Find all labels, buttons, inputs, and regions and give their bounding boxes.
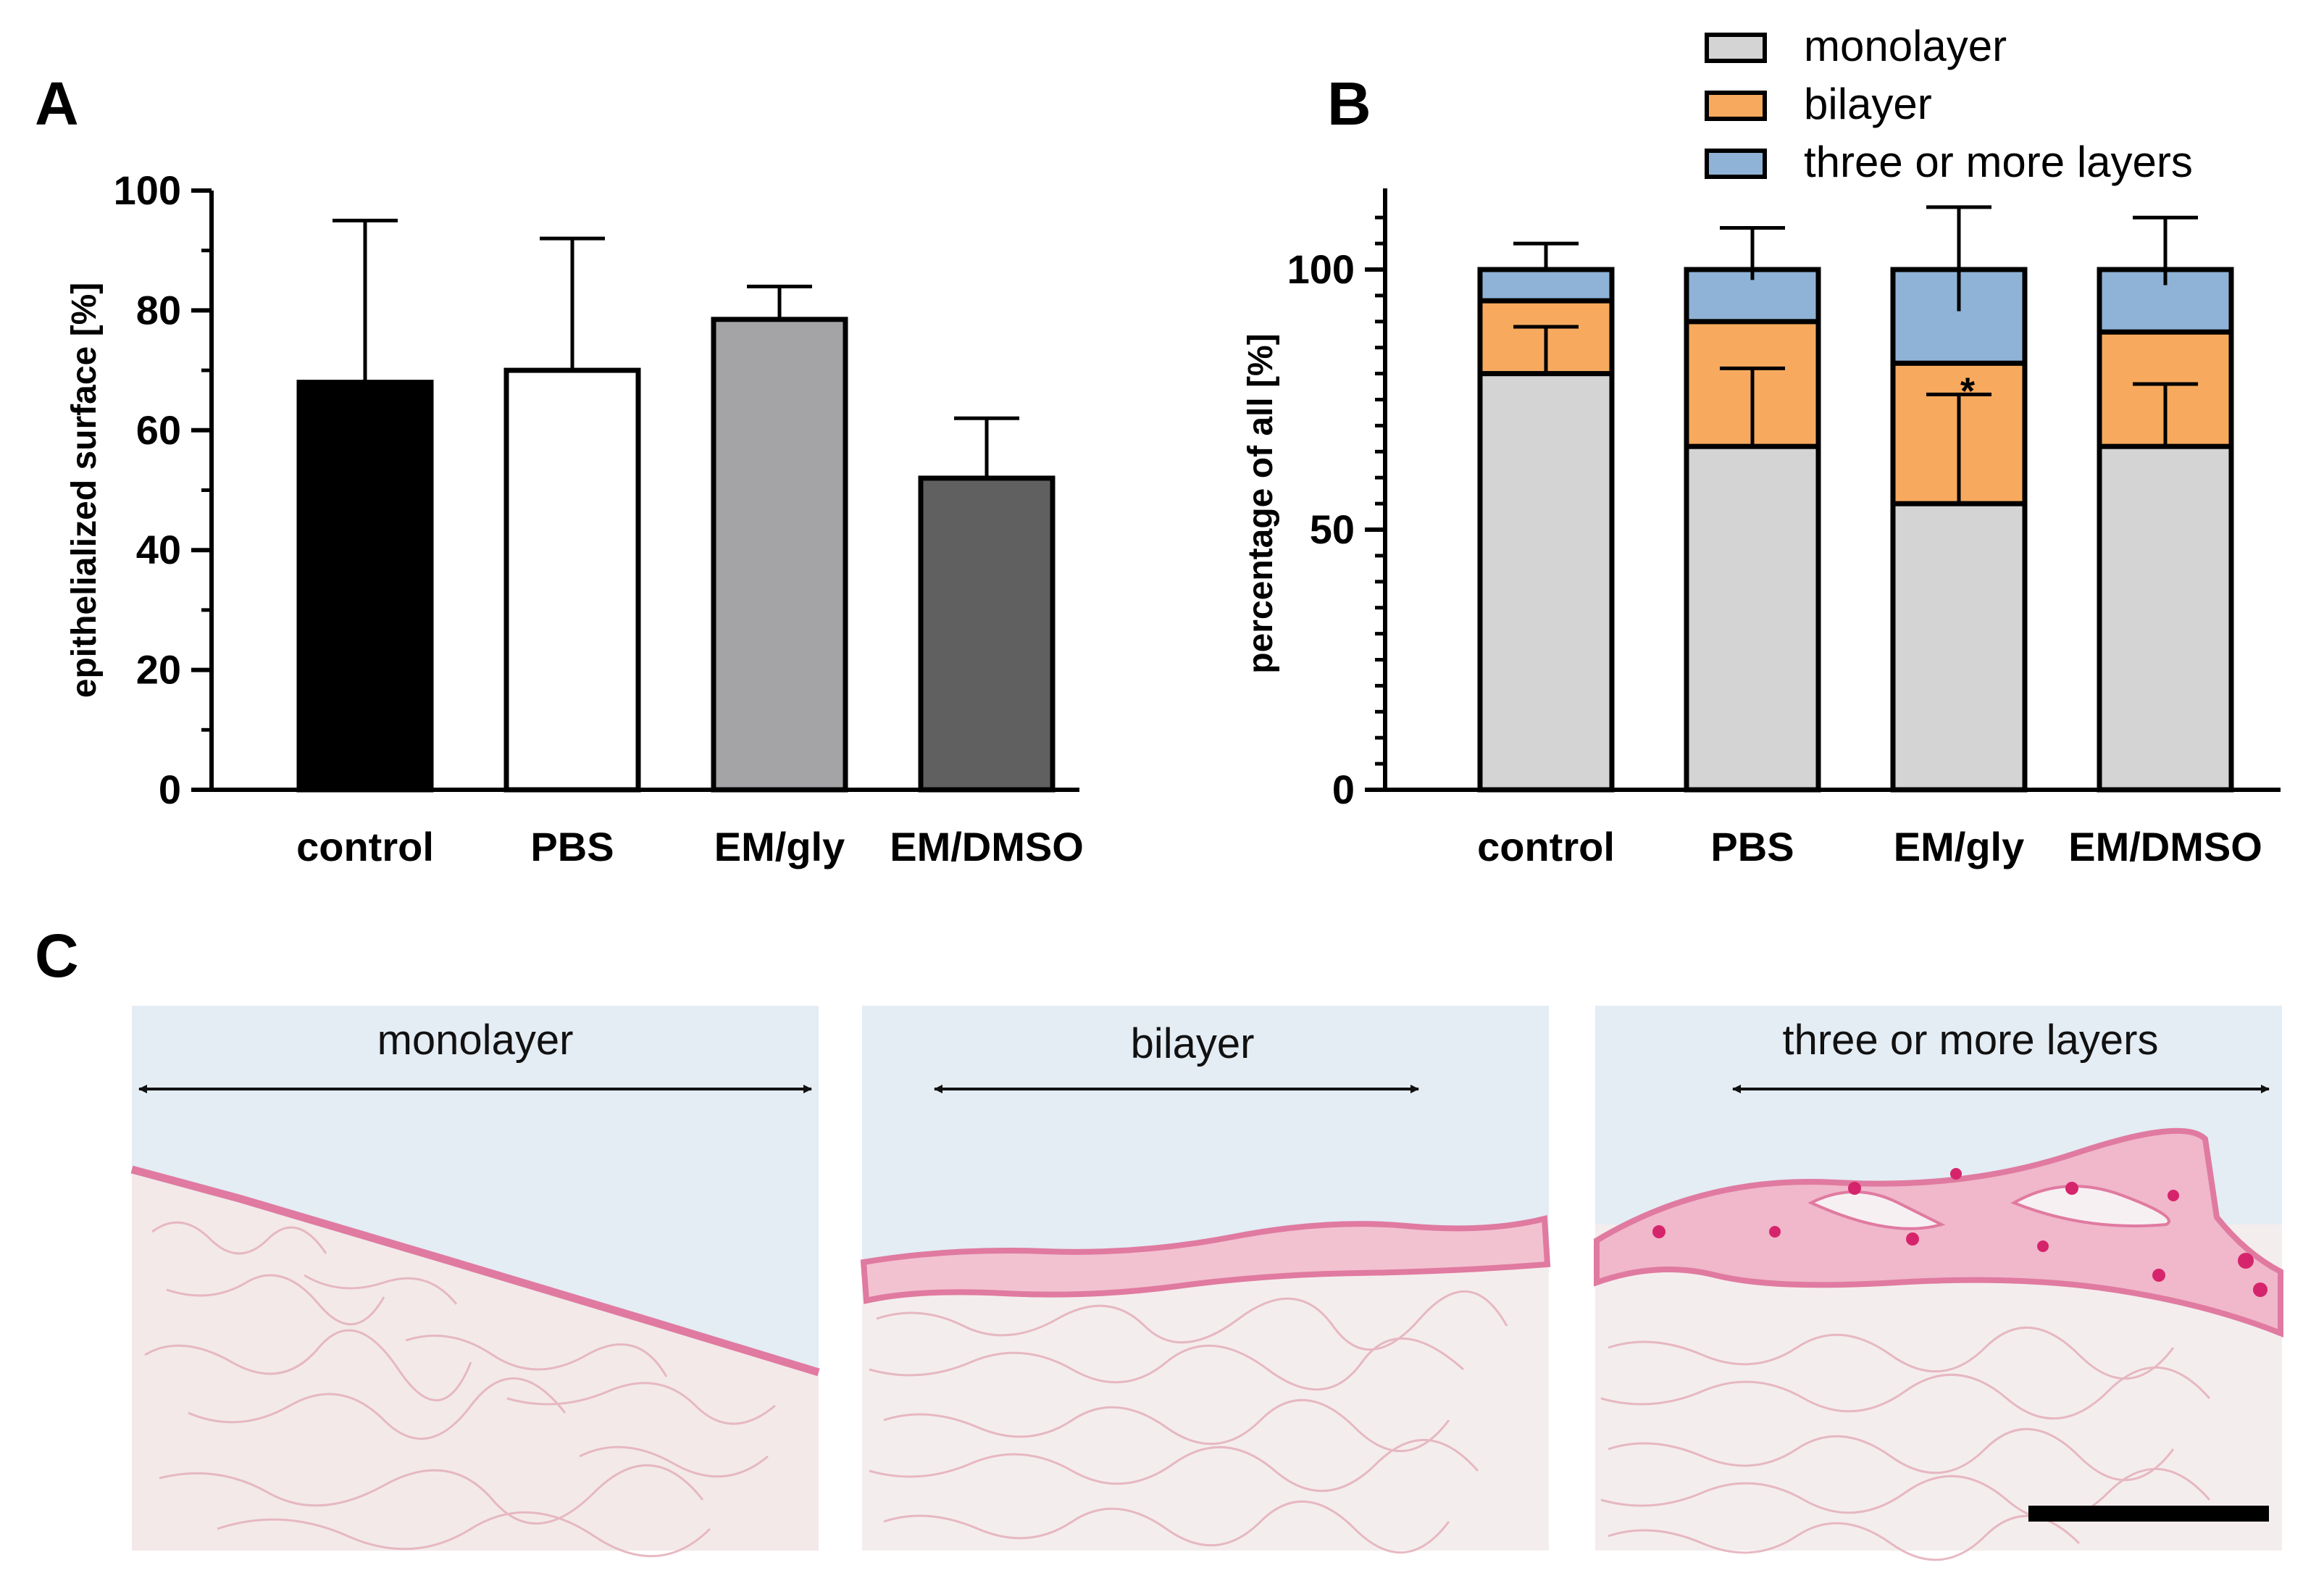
chart-b-legend: monolayer bilayer three or more layers [1705,22,2193,186]
micrograph-label: three or more layers [1783,1017,2159,1064]
cell-nuclei [1652,1168,2267,1297]
legend-label-bilayer: bilayer [1804,80,1932,128]
legend-swatch-bilayer [1705,91,1767,121]
y-tick-label: 60 [136,407,181,453]
y-tick-label: 80 [136,287,181,333]
chart-a: 0 20 40 60 80 100 control PBS EM/gly EM/DMSO epi… [65,167,1084,869]
cell-vacuole [2010,1185,2170,1227]
micrograph-background [862,1006,1549,1264]
bar-control [296,380,434,793]
x-tick-label: EM/gly [1894,824,2024,869]
chart-a-y-axis-title: epithelialized surface [%] [65,283,104,698]
x-tick-label: PBS [530,824,614,869]
significance-asterisk: * [1960,371,1976,413]
legend-swatch-monolayer [1705,33,1767,63]
x-tick-label: EM/DMSO [2068,824,2262,869]
legend-label-monolayer: monolayer [1804,22,2007,70]
epithelium-multilayer [1594,1127,2283,1338]
epithelium-monolayer [130,1165,820,1377]
micrograph-label: monolayer [377,1017,574,1064]
stroma-fibers [144,1221,776,1558]
bar-segment-three-or-more-layers [1477,267,1615,304]
x-tick-label: EM/gly [714,824,845,869]
tissue-stroma [132,1174,819,1551]
bar-em-dmso [918,475,1056,793]
panel-label-b: B [1327,70,1371,138]
x-tick-label: EM/DMSO [890,824,1084,869]
chart-b: 0 50 100 control PBS EM/gly EM/DMSO percentag… [1242,188,2281,869]
chart-b-y-axis-title: percentage of all [%] [1242,333,1280,673]
bar-segment-monolayer [1684,443,1821,793]
micrograph-monolayer: monolayer [130,1006,820,1558]
y-tick-label: 50 [1310,506,1355,552]
micrograph-three-or-more: three or more layers [1594,1006,2283,1561]
bar-em-gly [711,317,848,793]
y-tick-label: 100 [1287,246,1355,292]
legend-label-three-or-more: three or more layers [1804,138,2193,186]
panel-label-a: A [35,70,79,138]
bar-segment-monolayer [1890,501,2028,793]
bar-segment-monolayer [2097,443,2234,793]
y-tick-label: 20 [136,647,181,693]
bar-pbs [503,367,641,793]
panel-label-c: C [35,922,79,990]
legend-swatch-three-or-more [1705,149,1767,179]
micrograph-bilayer: bilayer [860,1006,1551,1553]
bar-segment-monolayer [1477,371,1615,793]
y-tick-label: 100 [114,167,181,213]
epithelium-bilayer [860,1214,1551,1304]
x-tick-label: PBS [1710,824,1794,869]
micrograph-label: bilayer [1131,1020,1255,1067]
stroma-fibers [1600,1326,2211,1561]
scale-bar [2028,1506,2269,1522]
micrograph-background [132,1006,819,1375]
y-tick-label: 0 [1332,767,1355,812]
x-tick-label: control [296,824,434,869]
y-tick-label: 40 [136,527,181,572]
x-tick-label: control [1477,824,1615,869]
stroma-fibers [869,1290,1508,1553]
y-tick-label: 0 [159,767,181,812]
